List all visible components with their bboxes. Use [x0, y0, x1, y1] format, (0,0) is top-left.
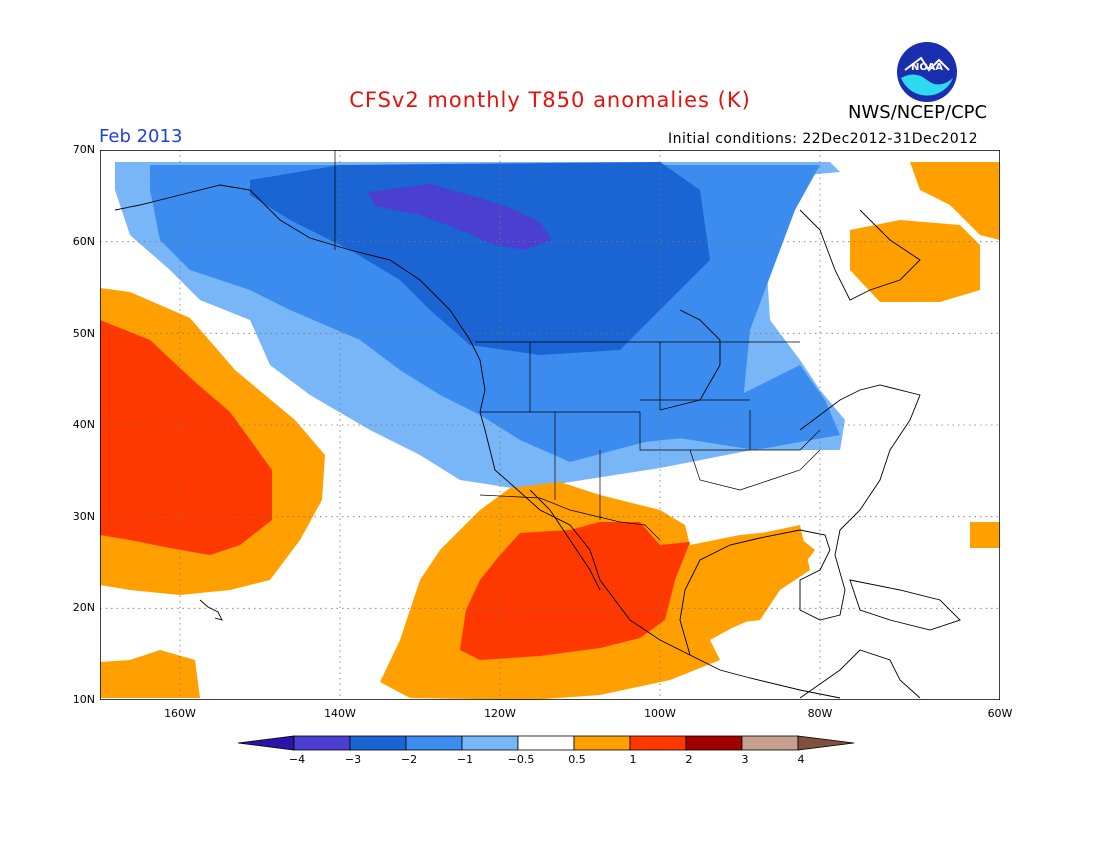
colorbar-cell: [573, 735, 631, 751]
colorbar-cell: [685, 735, 743, 751]
colorbar-label: 0.5: [568, 753, 586, 766]
lon-label-140w: 140W: [324, 707, 356, 720]
lon-label-100w: 100W: [644, 707, 676, 720]
colorbar-label: 1: [629, 753, 637, 766]
lat-label-10n: 10N: [72, 693, 95, 706]
colorbar-label: −4: [288, 753, 306, 766]
political-borders: [334, 150, 821, 541]
lon-label-160w: 160W: [164, 707, 196, 720]
lat-label-60n: 60N: [72, 235, 95, 248]
noaa-logo: NOAA: [897, 42, 957, 102]
initial-conditions-label: Initial conditions: 22Dec2012-31Dec2012: [668, 131, 978, 147]
lon-label-60w: 60W: [987, 707, 1013, 720]
lat-label-50n: 50N: [72, 327, 95, 340]
colorbar: [238, 735, 855, 751]
valid-month-label: Feb 2013: [99, 126, 183, 147]
coastlines: [114, 184, 961, 699]
colorbar-label: 2: [685, 753, 693, 766]
lon-label-120w: 120W: [484, 707, 516, 720]
colorbar-cell: [797, 735, 855, 751]
colorbar-cell: [741, 735, 799, 751]
graticule: [100, 150, 1000, 700]
map-title: CFSv2 monthly T850 anomalies (K): [349, 88, 751, 112]
anomaly-map: [100, 150, 1000, 700]
lat-label-30n: 30N: [72, 510, 95, 523]
colorbar-cell: [293, 735, 351, 751]
lon-label-80w: 80W: [807, 707, 833, 720]
colorbar-label: 4: [797, 753, 805, 766]
colorbar-label: −0.5: [507, 753, 535, 766]
anomaly-region-neg2: [250, 162, 710, 355]
lat-label-40n: 40N: [72, 418, 95, 431]
colorbar-cell: [461, 735, 519, 751]
agency-label: NWS/NCEP/CPC: [848, 102, 988, 123]
anomaly-region-pos1: [100, 320, 690, 660]
colorbar-label: −2: [400, 753, 418, 766]
lat-label-20n: 20N: [72, 601, 95, 614]
colorbar-label: −3: [344, 753, 362, 766]
colorbar-label: 3: [741, 753, 749, 766]
colorbar-cell: [349, 735, 407, 751]
logo-text: NOAA: [911, 62, 943, 73]
anomaly-region-neg3: [368, 184, 552, 250]
colorbar-cell: [629, 735, 687, 751]
colorbar-cell: [238, 735, 295, 751]
lat-label-70n: 70N: [72, 143, 95, 156]
colorbar-label: −1: [456, 753, 474, 766]
colorbar-cell: [517, 735, 575, 751]
colorbar-cell: [405, 735, 463, 751]
